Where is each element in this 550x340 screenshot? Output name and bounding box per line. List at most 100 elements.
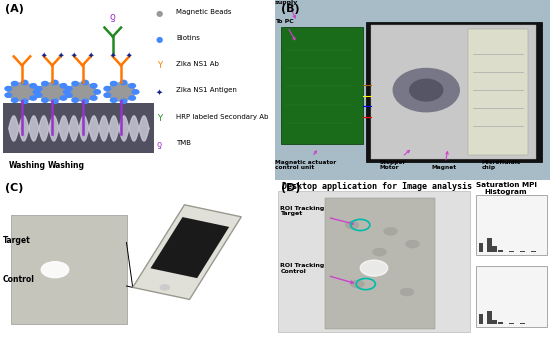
- Circle shape: [82, 99, 89, 103]
- Text: Stepper
Motor: Stepper Motor: [379, 150, 409, 170]
- Circle shape: [41, 262, 69, 278]
- Text: Washing: Washing: [47, 160, 85, 170]
- Bar: [476, 267, 547, 327]
- Text: (B): (B): [280, 4, 299, 14]
- Text: ✦: ✦: [156, 87, 163, 97]
- Text: (C): (C): [6, 183, 24, 193]
- Bar: [324, 198, 435, 329]
- Text: ✦: ✦: [41, 51, 47, 60]
- Bar: [520, 251, 525, 252]
- Bar: [492, 246, 497, 252]
- Bar: [492, 320, 497, 324]
- Text: (A): (A): [6, 4, 24, 14]
- Text: ROI Tracking
Control: ROI Tracking Control: [280, 263, 353, 284]
- Text: Microfluidic
chip: Microfluidic chip: [481, 152, 521, 170]
- Circle shape: [129, 84, 135, 88]
- Circle shape: [133, 90, 139, 94]
- Bar: [487, 238, 492, 252]
- Circle shape: [72, 98, 79, 102]
- Bar: [278, 191, 470, 332]
- Bar: [280, 27, 363, 144]
- Circle shape: [60, 84, 67, 88]
- Circle shape: [104, 93, 111, 97]
- Circle shape: [406, 240, 419, 248]
- Text: ●: ●: [156, 9, 163, 18]
- Text: HRP labeled Secondary Ab: HRP labeled Secondary Ab: [176, 114, 268, 120]
- Bar: [509, 251, 514, 252]
- Bar: [478, 314, 483, 324]
- Text: Saturation MPI
Histogram: Saturation MPI Histogram: [476, 182, 536, 195]
- Circle shape: [90, 96, 97, 100]
- Text: ƍ: ƍ: [157, 140, 162, 149]
- Text: Washing: Washing: [9, 160, 46, 170]
- Text: (D): (D): [280, 183, 300, 193]
- Text: Magnet: Magnet: [432, 152, 457, 170]
- Text: Control: Control: [3, 275, 35, 284]
- Circle shape: [34, 90, 40, 94]
- Polygon shape: [133, 205, 241, 300]
- Text: ✦: ✦: [109, 51, 116, 60]
- Circle shape: [30, 84, 36, 88]
- Bar: [3, 103, 154, 153]
- Circle shape: [111, 98, 117, 102]
- Circle shape: [30, 96, 36, 100]
- Circle shape: [21, 99, 28, 103]
- Text: To PC: To PC: [275, 19, 295, 40]
- Circle shape: [345, 221, 359, 229]
- Circle shape: [393, 68, 459, 112]
- Bar: [11, 215, 127, 324]
- Circle shape: [12, 98, 18, 102]
- Bar: [371, 25, 536, 158]
- Bar: [520, 323, 525, 324]
- Text: Magnetic actuator
control unit: Magnetic actuator control unit: [275, 151, 336, 170]
- Circle shape: [410, 79, 443, 101]
- Text: ✦: ✦: [71, 51, 78, 60]
- Circle shape: [107, 83, 135, 101]
- Text: Zika NS1 Antigen: Zika NS1 Antigen: [176, 87, 237, 94]
- Text: Y: Y: [157, 114, 162, 122]
- Text: ●: ●: [156, 35, 163, 44]
- Text: ƍ: ƍ: [110, 12, 115, 22]
- Text: TMB: TMB: [176, 140, 191, 146]
- Circle shape: [68, 83, 97, 101]
- Circle shape: [120, 99, 127, 103]
- Circle shape: [21, 80, 28, 85]
- Text: ✦: ✦: [87, 51, 94, 60]
- Text: Magnetic Beads: Magnetic Beads: [176, 9, 232, 15]
- Circle shape: [65, 93, 72, 97]
- Circle shape: [12, 82, 18, 86]
- Circle shape: [64, 90, 70, 94]
- Text: Desktop application for Image analysis: Desktop application for Image analysis: [282, 182, 472, 191]
- Circle shape: [42, 98, 48, 102]
- Circle shape: [90, 84, 97, 88]
- Text: ✦: ✦: [57, 51, 64, 60]
- Bar: [498, 250, 503, 252]
- Circle shape: [38, 83, 67, 101]
- Bar: [366, 22, 542, 162]
- Circle shape: [111, 82, 117, 86]
- Bar: [468, 29, 528, 155]
- Bar: [498, 322, 503, 324]
- Circle shape: [52, 99, 58, 103]
- Circle shape: [65, 86, 72, 91]
- Text: Biotins: Biotins: [176, 35, 200, 41]
- Text: Target: Target: [3, 236, 30, 245]
- Circle shape: [104, 86, 111, 91]
- Circle shape: [120, 80, 127, 85]
- Circle shape: [373, 248, 386, 256]
- Circle shape: [384, 227, 397, 235]
- Bar: [487, 311, 492, 324]
- Circle shape: [52, 80, 58, 85]
- Circle shape: [82, 80, 89, 85]
- Circle shape: [5, 86, 12, 91]
- Circle shape: [72, 82, 79, 86]
- Text: Zika NS1 Ab: Zika NS1 Ab: [176, 61, 219, 67]
- Circle shape: [42, 82, 48, 86]
- Text: ✦: ✦: [126, 51, 133, 60]
- Bar: [531, 251, 536, 252]
- Bar: [476, 194, 547, 255]
- Polygon shape: [151, 217, 229, 278]
- Circle shape: [60, 96, 67, 100]
- Text: Y: Y: [157, 61, 162, 70]
- Circle shape: [5, 93, 12, 97]
